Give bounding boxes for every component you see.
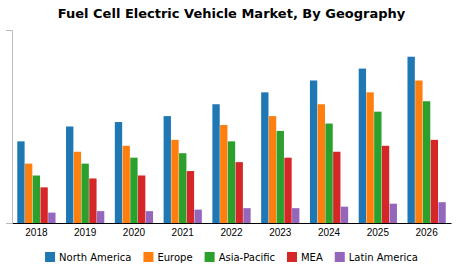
bar [390, 204, 397, 223]
bar [423, 101, 430, 223]
bar [243, 208, 250, 223]
legend-label: MEA [301, 252, 323, 263]
plot: 2018 2019 2020 2021 2022 2023 2024 2025 2026 [6, 31, 452, 239]
bar [115, 122, 122, 223]
legend-item: North America [45, 252, 131, 263]
bar [33, 175, 40, 223]
bar [284, 158, 291, 223]
x-tick-label: 2024 [318, 227, 341, 238]
x-tick-label: 2022 [220, 227, 243, 238]
legend-swatch [287, 252, 297, 262]
bar [74, 152, 81, 223]
bar [277, 131, 284, 223]
bar [17, 141, 24, 223]
x-tick: 2018 [25, 223, 48, 238]
y-axis-line [6, 31, 13, 224]
bar [130, 158, 137, 223]
legend-label: Latin America [349, 252, 418, 263]
bar [366, 92, 373, 223]
x-tick-label: 2019 [74, 227, 97, 238]
legend: North America Europe Asia-Pacific MEA Latin … [45, 252, 418, 263]
bar [97, 211, 104, 223]
x-tick: 2024 [318, 223, 341, 238]
bar [431, 140, 438, 223]
bar [359, 69, 366, 223]
x-tick: 2020 [123, 223, 146, 238]
series [48, 202, 446, 223]
legend-swatch [143, 252, 153, 262]
bar [438, 202, 445, 223]
legend-swatch [205, 252, 215, 262]
bar [333, 152, 340, 223]
x-tick: 2022 [220, 223, 243, 238]
legend-swatch [335, 252, 345, 262]
bar [269, 116, 276, 223]
x-tick-label: 2018 [25, 227, 48, 238]
series [25, 80, 423, 223]
bar [261, 92, 268, 223]
bar [164, 116, 171, 223]
bar [220, 125, 227, 223]
series [33, 101, 431, 223]
x-tick: 2019 [74, 223, 97, 238]
bar [382, 146, 389, 223]
series [17, 57, 415, 223]
bar [310, 80, 317, 223]
x-tick-label: 2025 [367, 227, 390, 238]
series [40, 140, 438, 223]
legend-label: Europe [157, 252, 192, 263]
bar [48, 213, 55, 223]
bar [195, 210, 202, 223]
bar [171, 140, 178, 223]
chart: Fuel Cell Electric Vehicle Market, By Ge… [0, 0, 463, 275]
title: Fuel Cell Electric Vehicle Market, By Ge… [58, 6, 406, 21]
bar [179, 153, 186, 223]
bar [341, 207, 348, 223]
x-axis: 2018 2019 2020 2021 2022 2023 2024 2025 2026 [13, 223, 452, 238]
bar [89, 178, 96, 223]
x-axis-line [13, 223, 452, 224]
bar [138, 175, 145, 223]
bar [374, 112, 381, 223]
legend-item: MEA [287, 252, 323, 263]
legend-item: Latin America [335, 252, 418, 263]
y-axis [6, 31, 13, 224]
bar [40, 187, 47, 223]
x-tick-label: 2020 [123, 227, 146, 238]
bar [212, 104, 219, 223]
bar [236, 162, 243, 223]
bar [66, 127, 73, 224]
bar [228, 141, 235, 223]
x-tick: 2025 [367, 223, 390, 238]
bar [325, 124, 332, 223]
bar [81, 164, 88, 223]
x-tick-label: 2026 [415, 227, 438, 238]
legend-item: Europe [143, 252, 192, 263]
bars [17, 57, 445, 223]
bar [292, 208, 299, 223]
legend-label: Asia-Pacific [219, 252, 275, 263]
bar [407, 57, 414, 223]
bar [318, 104, 325, 223]
x-tick: 2026 [415, 223, 438, 238]
x-tick-label: 2023 [269, 227, 292, 238]
legend-item: Asia-Pacific [205, 252, 275, 263]
bar [25, 164, 32, 223]
bar [146, 211, 153, 223]
bar [187, 171, 194, 223]
x-tick-label: 2021 [172, 227, 195, 238]
x-tick: 2021 [172, 223, 195, 238]
legend-swatch [45, 252, 55, 262]
bar [123, 146, 130, 223]
legend-label: North America [59, 252, 131, 263]
x-tick: 2023 [269, 223, 292, 238]
bar [415, 80, 422, 223]
